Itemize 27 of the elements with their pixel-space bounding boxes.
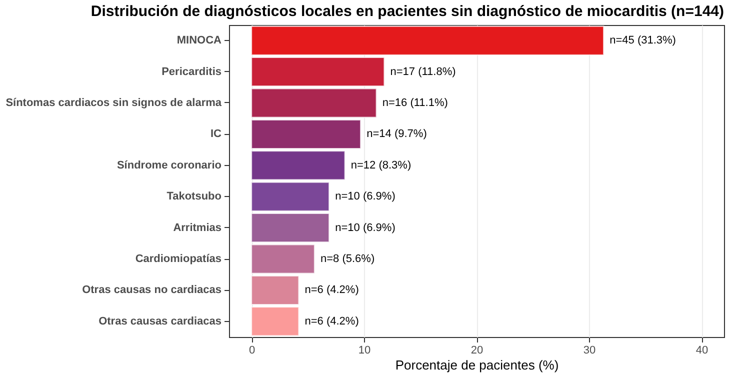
y-tick-label: IC <box>210 128 222 140</box>
y-tick-label: Otras causas no cardiacas <box>82 284 222 296</box>
data-label: n=45 (31.3%) <box>610 34 676 47</box>
data-label: n=17 (11.8%) <box>390 66 456 78</box>
data-label: n=10 (6.9%) <box>335 190 396 203</box>
x-tick-label: 10 <box>358 344 371 356</box>
y-tick-label: Takotsubo <box>166 190 222 203</box>
x-tick-label: 40 <box>696 344 708 356</box>
x-tick-label: 0 <box>248 344 256 356</box>
chart-title: Distribución de diagnósticos locales en pacientes sin diagnóstico de miocarditis (n=144) <box>90 3 724 20</box>
x-axis-title: Porcentaje de pacientes (%) <box>395 358 559 372</box>
data-label: n=6 (4.2%) <box>304 284 359 296</box>
data-label: n=16 (11.1%) <box>382 97 448 109</box>
y-tick-label: Cardiomiopatías <box>135 253 222 265</box>
x-tick-label: 30 <box>583 344 596 356</box>
y-tick-label: Pericarditis <box>162 66 222 78</box>
data-label: n=12 (8.3%) <box>350 159 412 172</box>
y-tick-label: Síntomas cardiacos sin signos de alarma <box>6 97 222 109</box>
data-label: n=14 (9.7%) <box>366 128 427 140</box>
y-tick-label: Síndrome coronario <box>116 159 222 172</box>
y-tick-label: Arritmias <box>173 222 222 234</box>
y-tick-label: Otras causas cardiacas <box>98 315 222 328</box>
data-label: n=8 (5.6%) <box>320 253 375 265</box>
x-tick-label: 20 <box>470 344 484 356</box>
data-label: n=10 (6.9%) <box>335 222 396 234</box>
y-tick-label: MINOCA <box>176 34 222 47</box>
data-label: n=6 (4.2%) <box>304 315 359 328</box>
